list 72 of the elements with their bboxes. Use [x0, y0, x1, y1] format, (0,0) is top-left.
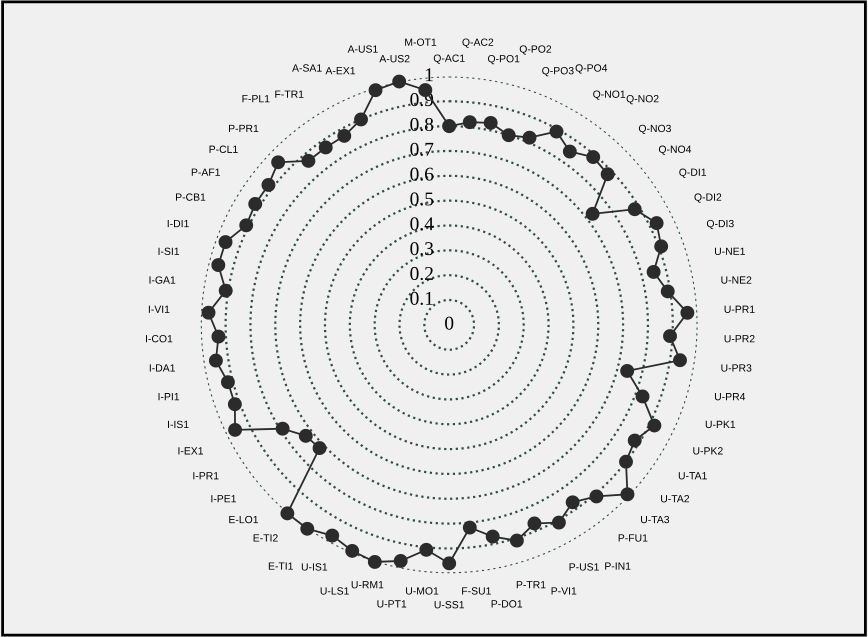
y-tick-label: 0.2	[410, 266, 433, 280]
spoke-label: E-TI2	[254, 534, 278, 542]
spoke-label: Q-DI3	[706, 220, 734, 230]
spoke-label: I-CO1	[146, 335, 172, 342]
spoke-label: F-SU1	[462, 587, 491, 595]
spoke-label: U-NE1	[714, 248, 745, 256]
spoke-label: U-PT1	[377, 600, 406, 608]
spoke-label: Q-AC1	[434, 54, 465, 64]
y-tick-label: 0	[445, 316, 454, 330]
spoke-label: U-MO1	[406, 587, 438, 595]
spoke-label: U-SS1	[434, 601, 464, 608]
spoke-label: I-IS1	[168, 420, 189, 428]
spoke-label: Q-PO2	[520, 45, 552, 55]
spoke-label: A-SA1	[292, 64, 322, 72]
spoke-label: U-PK2	[693, 447, 723, 455]
spoke-label: P-AF1	[192, 168, 220, 176]
spoke-label: U-TA1	[678, 472, 707, 480]
spoke-label: P-VI1	[552, 587, 576, 595]
spoke-label: I-PI1	[158, 393, 180, 400]
spoke-label: I-VI1	[148, 306, 170, 313]
spoke-label: U-NE2	[721, 276, 752, 284]
spoke-label: P-DO1	[492, 600, 522, 608]
spoke-label: I-SI1	[158, 248, 180, 256]
spoke-label: Q-NO2	[626, 95, 659, 104]
spoke-label: Q-NO3	[638, 124, 671, 134]
spoke-label: A-EX1	[325, 67, 356, 74]
y-tick-label: 0.6	[410, 168, 434, 181]
spoke-label: Q-PO3	[542, 67, 574, 76]
spoke-label: I-GA1	[150, 276, 176, 284]
spoke-label: U-RM1	[352, 581, 384, 588]
y-tick-label: 0.5	[410, 192, 434, 206]
spoke-label: P-CB1	[176, 193, 206, 201]
spoke-label: E-TI1	[268, 562, 293, 570]
y-tick-label: 0.8	[410, 118, 434, 132]
spoke-label: P-CL1	[210, 146, 238, 153]
spoke-label: Q-AC2	[462, 38, 494, 48]
spoke-label: E-LO1	[229, 516, 258, 524]
spoke-label: Q-DI2	[694, 193, 722, 203]
spoke-label: U-PR3	[721, 364, 752, 372]
spoke-label: Q-DI1	[679, 168, 706, 178]
spoke-label: U-TA2	[661, 495, 690, 502]
spoke-label: P-IN1	[605, 562, 630, 570]
spoke-label: P-FU1	[618, 534, 648, 542]
spoke-label: U-PK1	[706, 420, 736, 428]
spoke-label: F-TR1	[275, 90, 304, 98]
spoke-label: I-PE1	[211, 495, 236, 502]
y-tick-label: 0.7	[410, 142, 434, 156]
spoke-label: Q-NO4	[658, 146, 692, 155]
spoke-label: Q-PO1	[488, 55, 520, 64]
spoke-label: I-EX1	[178, 447, 204, 454]
spoke-label: P-US1	[570, 563, 599, 571]
spoke-label: U-IS1	[302, 563, 328, 571]
spoke-label: P-TR1	[516, 581, 546, 588]
y-tick-label: 0.1	[410, 292, 433, 305]
y-tick-label: 1	[426, 68, 433, 82]
spoke-label: Q-PO4	[576, 64, 608, 74]
spoke-label: U-PR2	[724, 335, 755, 342]
spoke-label: I-PR1	[193, 472, 219, 480]
spoke-label: M-OT1	[405, 38, 436, 46]
y-tick-label: 0.4	[410, 217, 434, 230]
spoke-label: U-LS1	[320, 587, 349, 595]
spoke-label: I-DI1	[168, 220, 189, 228]
spoke-label: Q-NO1	[593, 90, 626, 100]
spoke-label: I-DA1	[150, 364, 175, 372]
spoke-label: P-PR1	[228, 124, 258, 132]
spoke-label: U-PR1	[724, 306, 755, 313]
spoke-label: U-TA3	[641, 516, 670, 524]
spoke-label: U-PR4	[714, 393, 746, 400]
spoke-label: F-PL1	[242, 95, 270, 102]
spoke-label: A-US2	[379, 55, 410, 62]
spoke-label: A-US1	[348, 45, 378, 53]
y-tick-label: 0.3	[410, 242, 434, 256]
